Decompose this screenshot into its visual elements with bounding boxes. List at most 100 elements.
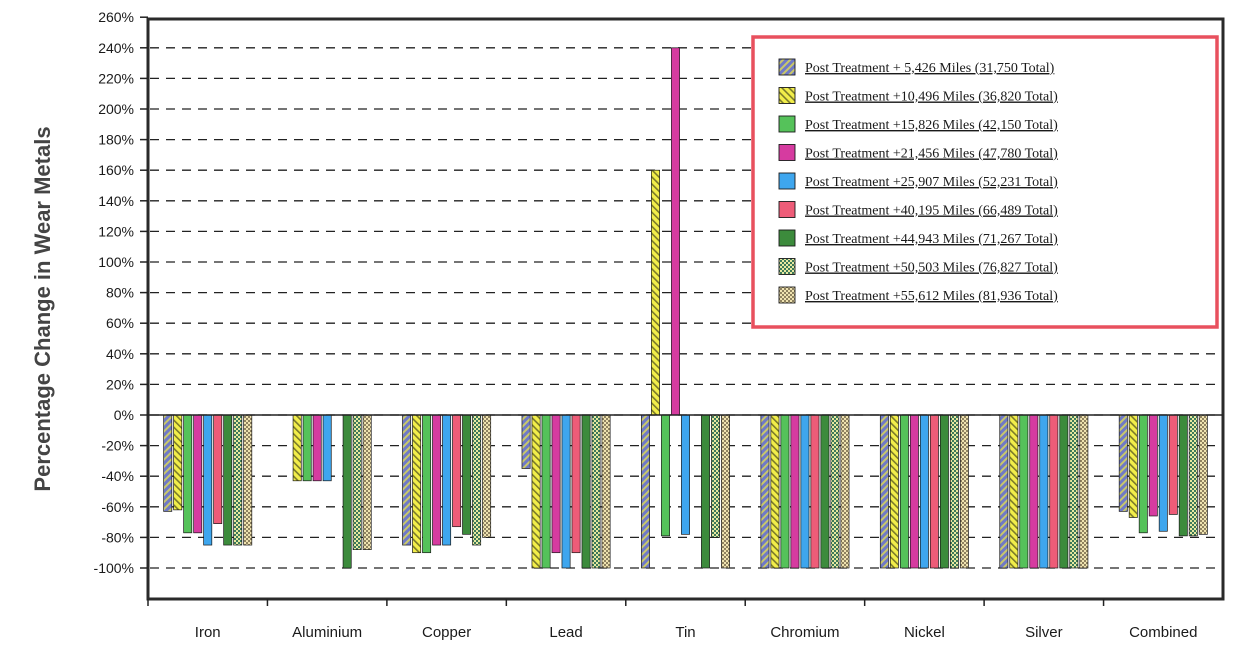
y-tick-label: -60% xyxy=(101,499,134,515)
bar xyxy=(531,414,541,569)
y-tick-label: 220% xyxy=(98,70,134,86)
y-tick-label: -100% xyxy=(94,560,134,576)
legend-label: Post Treatment +21,456 Miles (47,780 Tot… xyxy=(805,147,1058,162)
bar xyxy=(432,414,442,546)
bar xyxy=(1148,414,1158,517)
axes: -100% -80% -60% -40% -20% 0% 20% 40% 60% 80% 100% 1… xyxy=(94,9,1223,641)
bar xyxy=(452,414,462,528)
bars xyxy=(163,47,1208,569)
legend-label: Post Treatment +55,612 Miles (81,936 Tot… xyxy=(805,289,1058,304)
bar xyxy=(800,414,810,569)
bar xyxy=(541,414,551,569)
bar xyxy=(701,414,710,569)
bar xyxy=(1118,414,1128,512)
y-tick-label: 240% xyxy=(98,40,134,56)
bar xyxy=(213,414,223,524)
bar xyxy=(721,414,730,569)
bar xyxy=(352,414,362,550)
y-tick-label: 140% xyxy=(98,193,134,209)
bar xyxy=(1049,414,1059,569)
y-tick-label: 40% xyxy=(106,346,134,362)
bar xyxy=(770,414,780,569)
bar xyxy=(899,414,909,569)
bar xyxy=(472,414,482,546)
bar xyxy=(581,414,591,569)
bar xyxy=(681,414,690,535)
bar xyxy=(312,414,322,482)
bar xyxy=(1029,414,1039,569)
legend-label: Post Treatment +25,907 Miles (52,231 Tot… xyxy=(805,175,1058,190)
bar xyxy=(591,414,601,569)
bar xyxy=(641,414,650,569)
y-tick-label: 180% xyxy=(98,132,134,148)
bar xyxy=(1039,414,1049,569)
bar xyxy=(203,414,213,546)
bar xyxy=(1128,414,1138,518)
x-category-label: Copper xyxy=(422,624,471,641)
bar xyxy=(780,414,790,569)
bar xyxy=(651,169,660,416)
y-tick-label: 120% xyxy=(98,223,134,239)
y-tick-label: -40% xyxy=(101,468,134,484)
bar xyxy=(1168,414,1178,515)
legend-label: Post Treatment +40,195 Miles (66,489 Tot… xyxy=(805,204,1058,219)
bar xyxy=(711,414,720,538)
legend-label: Post Treatment +15,826 Miles (42,150 Tot… xyxy=(805,118,1058,133)
bar xyxy=(422,414,432,554)
bar xyxy=(949,414,959,569)
bar xyxy=(909,414,919,569)
y-tick-label: -80% xyxy=(101,529,134,545)
y-tick-label: 20% xyxy=(106,376,134,392)
bar xyxy=(820,414,830,569)
y-tick-label: 200% xyxy=(98,101,134,117)
bar xyxy=(939,414,949,569)
bar xyxy=(342,414,352,569)
bar xyxy=(1138,414,1148,534)
bar xyxy=(661,414,670,537)
y-axis-title: Percentage Change in Wear Metals xyxy=(30,126,55,491)
bar xyxy=(292,414,302,482)
bar xyxy=(959,414,969,569)
y-tick-label: 260% xyxy=(98,9,134,25)
bar xyxy=(601,414,611,569)
bar xyxy=(1019,414,1029,569)
y-tick-label: 0% xyxy=(114,407,134,423)
bar xyxy=(1158,414,1168,532)
y-tick-label: -20% xyxy=(101,438,134,454)
bar xyxy=(173,414,183,511)
legend-label: Post Treatment +50,503 Miles (76,827 Tot… xyxy=(805,261,1058,276)
bar xyxy=(223,414,233,546)
y-tick-label: 100% xyxy=(98,254,134,270)
bar xyxy=(243,414,253,546)
legend-swatch xyxy=(778,172,796,190)
legend-swatch xyxy=(778,229,796,247)
y-tick-label: 60% xyxy=(106,315,134,331)
bar xyxy=(183,414,193,534)
bar xyxy=(1188,414,1198,537)
y-tick-label: 160% xyxy=(98,162,134,178)
x-category-label: Nickel xyxy=(904,624,945,641)
bar xyxy=(671,47,680,416)
x-category-label: Lead xyxy=(549,624,582,641)
bar xyxy=(462,414,472,535)
legend-swatch xyxy=(778,115,796,133)
bar xyxy=(442,414,452,546)
bar xyxy=(919,414,929,569)
bar xyxy=(879,414,889,569)
bar xyxy=(1198,414,1208,535)
legend-label: Post Treatment + 5,426 Miles (31,750 Tot… xyxy=(805,61,1055,76)
bar xyxy=(233,414,243,546)
bar xyxy=(302,414,312,482)
bar xyxy=(999,414,1009,569)
bar xyxy=(840,414,850,569)
bar xyxy=(1178,414,1188,537)
legend-swatch xyxy=(778,201,796,218)
bar xyxy=(889,414,899,569)
bar xyxy=(1009,414,1019,569)
legend-swatch xyxy=(778,286,796,304)
bar xyxy=(830,414,840,569)
x-category-label: Silver xyxy=(1025,624,1063,641)
bar xyxy=(551,414,561,554)
bar xyxy=(402,414,412,546)
